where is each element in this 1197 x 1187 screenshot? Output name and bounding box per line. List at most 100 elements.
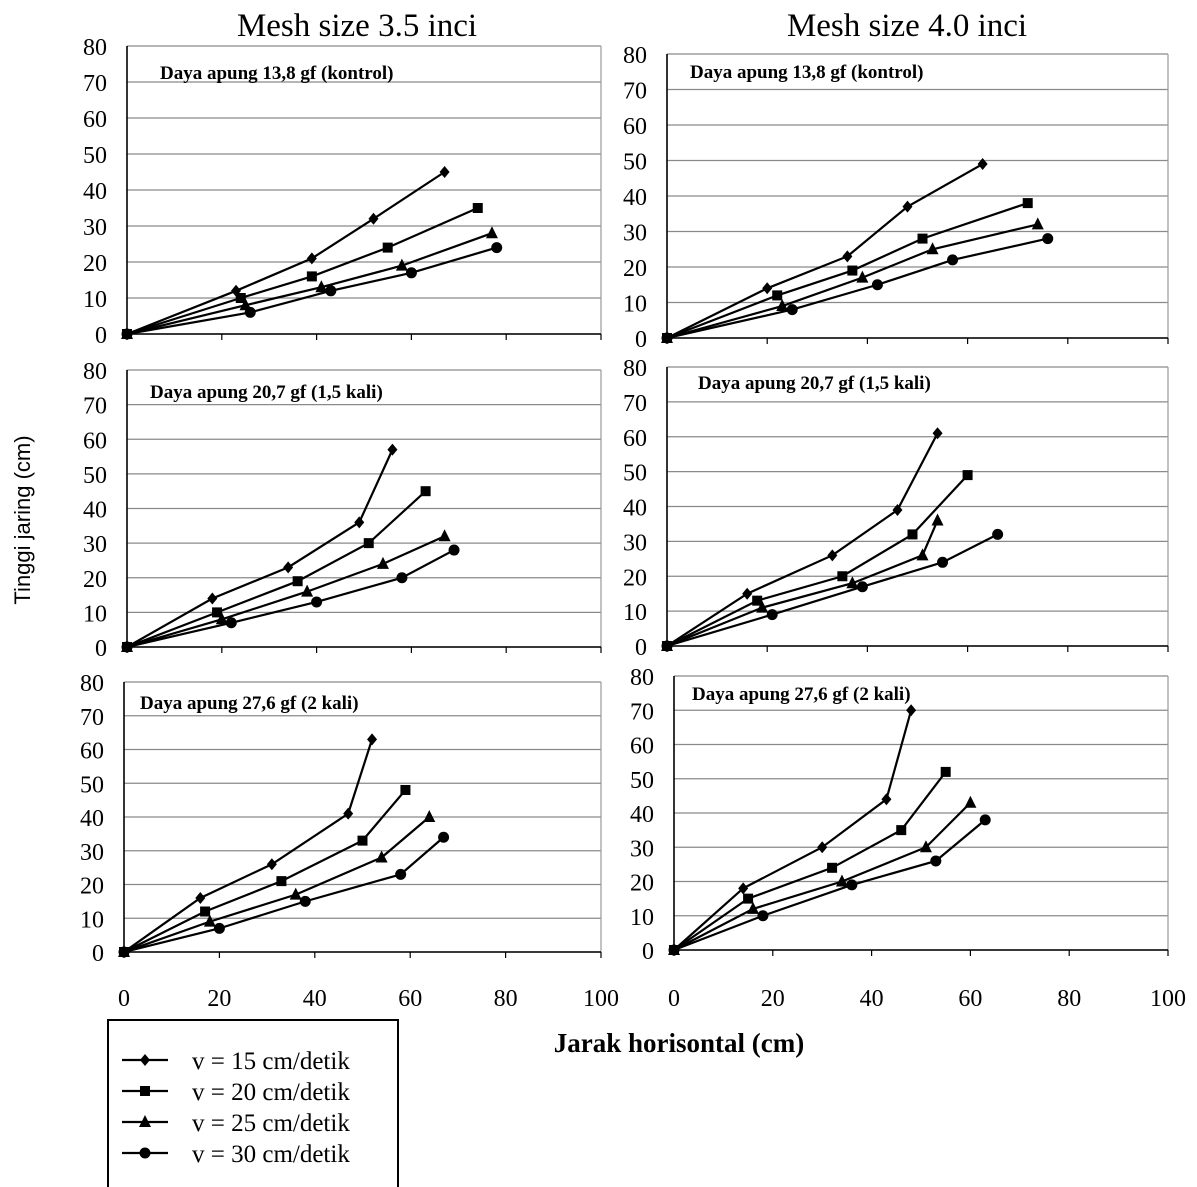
data-point — [395, 258, 408, 271]
data-point — [343, 807, 354, 820]
data-point — [842, 250, 853, 263]
data-point — [916, 548, 929, 561]
series-line — [126, 206, 479, 336]
y-tick-label: 20 — [80, 874, 104, 900]
y-tick-label: 70 — [83, 394, 107, 420]
y-tick-label: 30 — [83, 215, 107, 241]
data-point — [772, 290, 783, 301]
data-point — [438, 831, 450, 843]
y-tick-label: 60 — [630, 734, 654, 760]
y-tick-label: 40 — [80, 806, 104, 832]
y-tick-label: 0 — [635, 635, 647, 661]
data-point — [847, 265, 858, 276]
data-point — [668, 944, 680, 956]
data-point — [906, 704, 917, 717]
chart-panel: 0 10 20 30 40 50 60 70 80 Daya apung 13,8 gf (kon… — [623, 43, 1169, 353]
legend-marker — [140, 1054, 150, 1066]
data-point — [827, 862, 838, 873]
chart-panel: 0 10 20 30 40 50 60 70 80 Daya apung 27,6 gf (2 k… — [80, 671, 602, 967]
data-point — [931, 513, 944, 526]
data-point — [752, 595, 763, 606]
y-tick-label: 70 — [630, 699, 654, 725]
y-tick-label: 0 — [642, 939, 654, 965]
x-tick-label: 40 — [860, 986, 884, 1012]
x-tick-label: 40 — [303, 986, 327, 1012]
data-point — [439, 166, 450, 178]
data-point — [1022, 198, 1033, 209]
data-point — [200, 906, 211, 917]
legend-box — [107, 1019, 399, 1187]
series-line — [673, 709, 913, 951]
series-line — [666, 202, 1029, 340]
panel-title: Daya apung 20,7 gf (1,5 kali) — [150, 382, 383, 403]
panel-title: Daya apung 13,8 gf (kontrol) — [690, 62, 923, 83]
data-point — [738, 882, 749, 895]
data-point — [817, 841, 828, 854]
data-point — [448, 544, 460, 556]
data-point — [387, 443, 398, 456]
y-tick-label: 10 — [83, 601, 107, 627]
data-point — [376, 556, 389, 569]
y-axis-title: Tinggi jaring (cm) — [10, 435, 35, 604]
data-point — [962, 470, 973, 481]
data-point — [856, 270, 869, 283]
data-point — [747, 901, 760, 914]
y-tick-label: 60 — [83, 428, 107, 454]
data-point — [195, 892, 206, 904]
y-tick-label: 0 — [95, 636, 107, 662]
y-tick-label: 80 — [623, 43, 647, 69]
data-point — [835, 874, 848, 887]
data-point — [871, 279, 883, 291]
data-point — [756, 600, 769, 613]
y-tick-label: 30 — [630, 836, 654, 862]
data-point — [405, 267, 417, 279]
x-tick-labels: 0 20 40 60 80 100 0 20 40 60 80 100 — [118, 986, 1186, 1012]
y-tick-label: 30 — [623, 221, 647, 247]
series-line — [666, 432, 939, 647]
legend-label: v = 20 cm/detik — [192, 1079, 350, 1106]
data-point — [395, 868, 407, 880]
data-point — [743, 893, 754, 904]
data-point — [902, 200, 913, 213]
data-point — [919, 840, 932, 853]
chart-panel: 0 10 20 30 40 50 60 70 80 Daya apung 20,7 gf (1,5… — [623, 356, 1169, 661]
data-point — [937, 556, 949, 568]
chart-panel: 0 10 20 30 40 50 60 70 80 Daya apung 27,6 gf (2 k… — [630, 665, 1169, 965]
y-tick-label: 10 — [83, 287, 107, 313]
series-line — [123, 789, 407, 953]
data-point — [325, 285, 337, 297]
data-point — [485, 226, 498, 239]
x-tick-label: 100 — [1150, 986, 1186, 1012]
series-line — [673, 771, 947, 951]
y-tick-label: 40 — [83, 179, 107, 205]
y-tick-label: 30 — [80, 840, 104, 866]
data-point — [776, 299, 789, 312]
data-point — [827, 549, 838, 562]
data-point — [856, 581, 868, 593]
data-point — [472, 203, 483, 213]
data-point — [930, 855, 942, 867]
data-point — [423, 810, 436, 822]
legend-marker — [140, 1086, 150, 1096]
y-tick-label: 80 — [83, 359, 107, 385]
data-point — [213, 922, 225, 934]
data-point — [121, 641, 133, 653]
y-tick-label: 40 — [623, 496, 647, 522]
y-tick-label: 10 — [80, 907, 104, 933]
series-line — [126, 232, 493, 336]
y-tick-label: 20 — [623, 256, 647, 282]
data-point — [766, 609, 778, 621]
data-point — [786, 304, 798, 316]
y-tick-label: 30 — [83, 532, 107, 558]
data-point — [289, 887, 302, 900]
data-point — [306, 252, 317, 265]
data-point — [977, 158, 988, 171]
data-point — [438, 529, 451, 542]
chart-panel: 0 10 20 30 40 50 60 70 80 Daya apung 13,8 gf (kon… — [83, 35, 602, 349]
y-tick-label: 50 — [623, 150, 647, 176]
data-point — [979, 814, 991, 826]
y-tick-label: 80 — [83, 35, 107, 61]
data-point — [301, 584, 314, 597]
data-point — [396, 572, 408, 584]
y-tick-label: 70 — [623, 391, 647, 417]
